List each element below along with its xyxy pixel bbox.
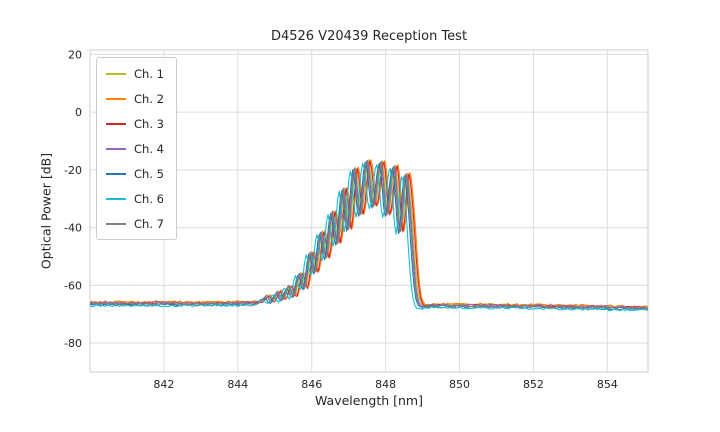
legend-label-ch-4: Ch. 4 bbox=[134, 141, 164, 156]
x-tick-label: 846 bbox=[301, 378, 322, 391]
legend-item-ch-5: Ch. 5 bbox=[106, 161, 164, 186]
legend-swatch-ch-2 bbox=[106, 97, 126, 100]
x-tick-label: 854 bbox=[597, 378, 618, 391]
series-line-ch-7 bbox=[90, 160, 648, 310]
axes-frame bbox=[89, 49, 649, 373]
series-line-ch-6 bbox=[90, 162, 648, 312]
x-tick-label: 850 bbox=[449, 378, 470, 391]
legend-label-ch-2: Ch. 2 bbox=[134, 91, 164, 106]
y-tick-label: -80 bbox=[64, 337, 82, 350]
legend-label-ch-6: Ch. 6 bbox=[134, 191, 164, 206]
legend-item-ch-1: Ch. 1 bbox=[106, 61, 164, 86]
legend-label-ch-3: Ch. 3 bbox=[134, 116, 164, 131]
x-axis-label: Wavelength [nm] bbox=[315, 393, 423, 408]
y-tick-label: -20 bbox=[64, 164, 82, 177]
y-tick-label: -40 bbox=[64, 222, 82, 235]
legend-label-ch-7: Ch. 7 bbox=[134, 216, 164, 231]
legend-swatch-ch-7 bbox=[106, 222, 126, 225]
y-tick-label: -60 bbox=[64, 279, 82, 292]
legend-item-ch-6: Ch. 6 bbox=[106, 186, 164, 211]
legend-swatch-ch-1 bbox=[106, 72, 126, 75]
legend-label-ch-1: Ch. 1 bbox=[134, 66, 164, 81]
legend-item-ch-3: Ch. 3 bbox=[106, 111, 164, 136]
legend-swatch-ch-3 bbox=[106, 122, 126, 125]
x-tick-label: 848 bbox=[375, 378, 396, 391]
legend-item-ch-2: Ch. 2 bbox=[106, 86, 164, 111]
x-tick-label: 852 bbox=[523, 378, 544, 391]
chart-title: D4526 V20439 Reception Test bbox=[270, 29, 468, 44]
legend-item-ch-4: Ch. 4 bbox=[106, 136, 164, 161]
legend: Ch. 1 Ch. 2 Ch. 3 Ch. 4 Ch. 5 Ch. 6 Ch. 7 bbox=[96, 57, 177, 240]
legend-label-ch-5: Ch. 5 bbox=[134, 166, 164, 181]
legend-swatch-ch-6 bbox=[106, 197, 126, 200]
legend-item-ch-7: Ch. 7 bbox=[106, 211, 164, 236]
y-tick-label: 20 bbox=[68, 48, 82, 61]
y-tick-label: 0 bbox=[75, 106, 82, 119]
legend-swatch-ch-4 bbox=[106, 147, 126, 150]
x-tick-label: 842 bbox=[153, 378, 174, 391]
legend-swatch-ch-5 bbox=[106, 172, 126, 175]
x-tick-label: 844 bbox=[227, 378, 248, 391]
